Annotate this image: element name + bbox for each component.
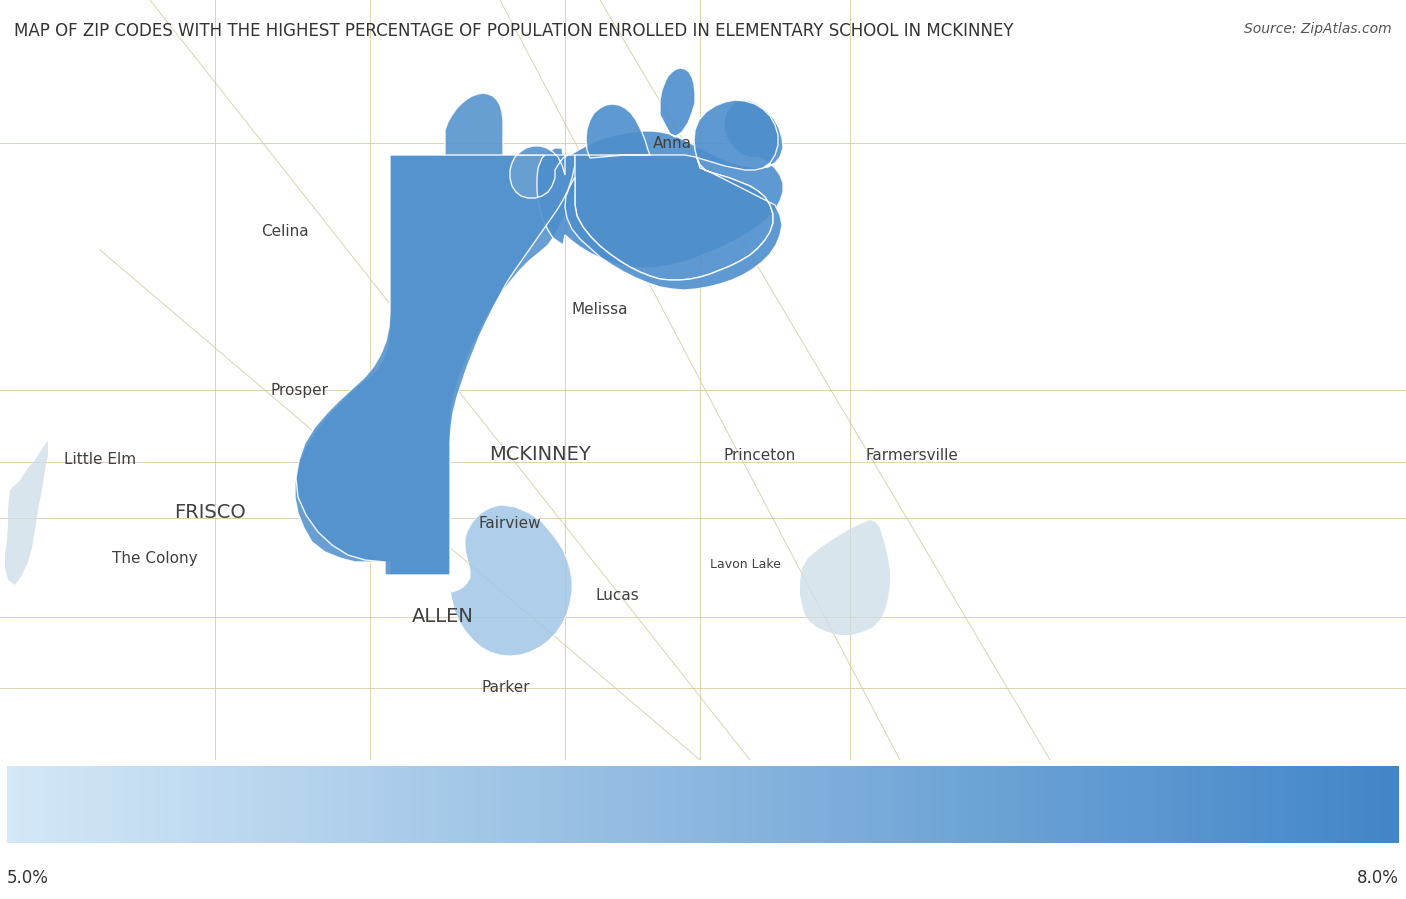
Text: Source: ZipAtlas.com: Source: ZipAtlas.com <box>1244 22 1392 37</box>
Text: The Colony: The Colony <box>112 550 198 565</box>
Text: Farmersville: Farmersville <box>866 448 959 462</box>
Text: 8.0%: 8.0% <box>1357 869 1399 887</box>
Polygon shape <box>6 440 48 585</box>
Polygon shape <box>800 520 890 635</box>
Text: ALLEN: ALLEN <box>412 608 474 627</box>
Text: MAP OF ZIP CODES WITH THE HIGHEST PERCENTAGE OF POPULATION ENROLLED IN ELEMENTAR: MAP OF ZIP CODES WITH THE HIGHEST PERCEN… <box>14 22 1014 40</box>
Text: FRISCO: FRISCO <box>174 503 246 522</box>
Text: Lavon Lake: Lavon Lake <box>710 558 780 572</box>
Polygon shape <box>565 158 782 290</box>
Text: 5.0%: 5.0% <box>7 869 49 887</box>
Text: Prosper: Prosper <box>271 382 329 397</box>
Text: Fairview: Fairview <box>478 515 541 530</box>
Polygon shape <box>537 68 783 268</box>
Text: Celina: Celina <box>262 225 309 239</box>
Polygon shape <box>575 100 778 280</box>
Text: Anna: Anna <box>652 136 692 150</box>
Polygon shape <box>450 505 572 656</box>
Text: Melissa: Melissa <box>572 302 628 317</box>
Text: Lucas: Lucas <box>595 589 638 603</box>
Text: Parker: Parker <box>482 681 530 696</box>
Polygon shape <box>297 146 575 575</box>
Text: MCKINNEY: MCKINNEY <box>489 446 591 465</box>
Text: Princeton: Princeton <box>724 448 796 462</box>
Text: Little Elm: Little Elm <box>63 452 136 467</box>
Polygon shape <box>295 93 578 575</box>
